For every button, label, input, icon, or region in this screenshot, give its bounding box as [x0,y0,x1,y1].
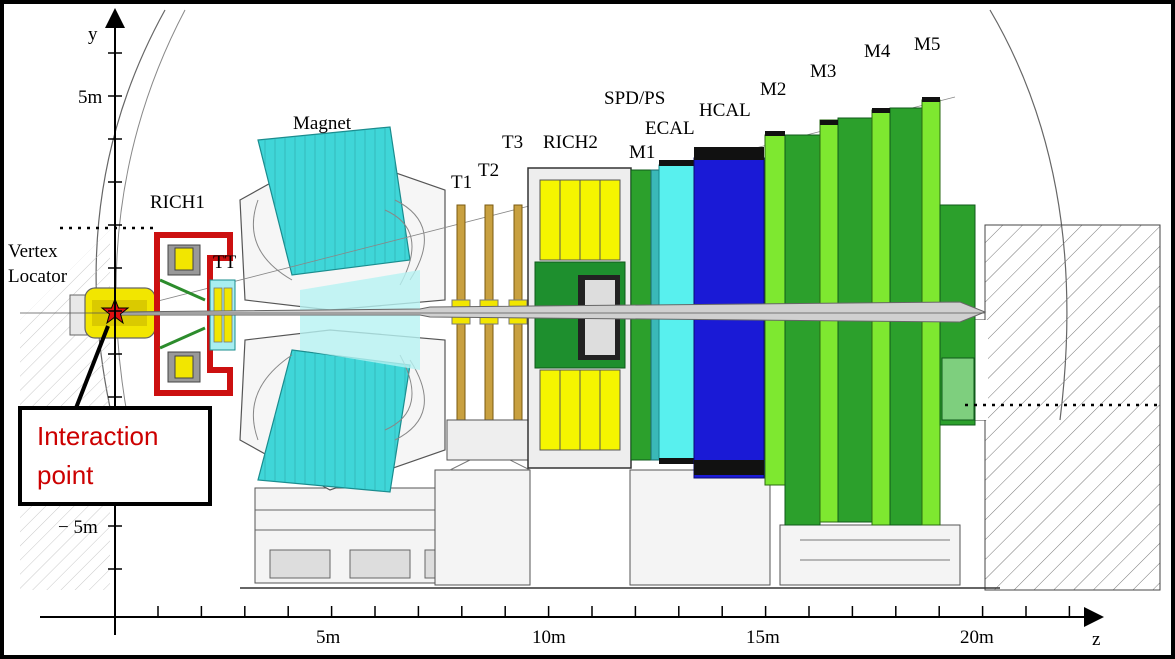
label-t1: T1 [451,172,472,193]
z-tick-label-20m: 20m [960,627,994,648]
z-axis-ticks [157,606,1071,617]
label-t2: T2 [478,160,499,181]
y-tick-label-minus-5m: − 5m [58,517,98,538]
ecal-bottom-bar [659,458,694,464]
label-m2: M2 [760,79,786,100]
right-shielding-wall [959,224,1161,591]
magnet-coil-bottom-stripes [258,350,410,492]
label-spd-ps: SPD/PS [604,88,665,109]
ecal-top-bar [659,160,694,166]
callout-line-2: point [37,460,94,490]
tracker-support [434,469,531,586]
label-m3: M3 [810,61,836,82]
label-locator: Locator [8,266,68,287]
label-vertex: Vertex [8,241,58,262]
z-tick-label-15m: 15m [746,627,780,648]
z-tick-label-5m: 5m [316,627,341,648]
label-m1: M1 [629,142,655,163]
z-axis-label: z [1092,629,1100,650]
label-ecal: ECAL [645,118,695,139]
interaction-point-callout [18,406,212,506]
muon-support [779,524,961,586]
label-hcal: HCAL [699,100,751,121]
cavern-arc-left-inner [115,9,186,431]
label-m4: M4 [864,41,891,62]
label-tt: TT [213,252,237,273]
label-rich1: RICH1 [150,192,205,213]
hcal-bottom-bar [694,460,764,475]
label-magnet: Magnet [293,113,352,134]
callout-line-1: Interaction [37,421,158,451]
y-tick-label-5m: 5m [78,87,103,108]
label-m5: M5 [914,34,940,55]
z-tick-label-10m: 10m [532,627,566,648]
label-t3: T3 [502,132,523,153]
beam-pipe [109,301,987,323]
magnet-aperture [300,270,420,370]
y-axis-ticks [108,52,122,570]
calo-support [629,469,771,586]
y-axis-label: y [88,24,98,45]
hcal-top-bar [694,147,764,160]
rich1-detector [154,232,233,396]
label-rich2: RICH2 [543,132,598,153]
magnet-coil-top-stripes [258,127,410,275]
tracker-stations [446,204,533,461]
callout-pointer [74,325,110,409]
